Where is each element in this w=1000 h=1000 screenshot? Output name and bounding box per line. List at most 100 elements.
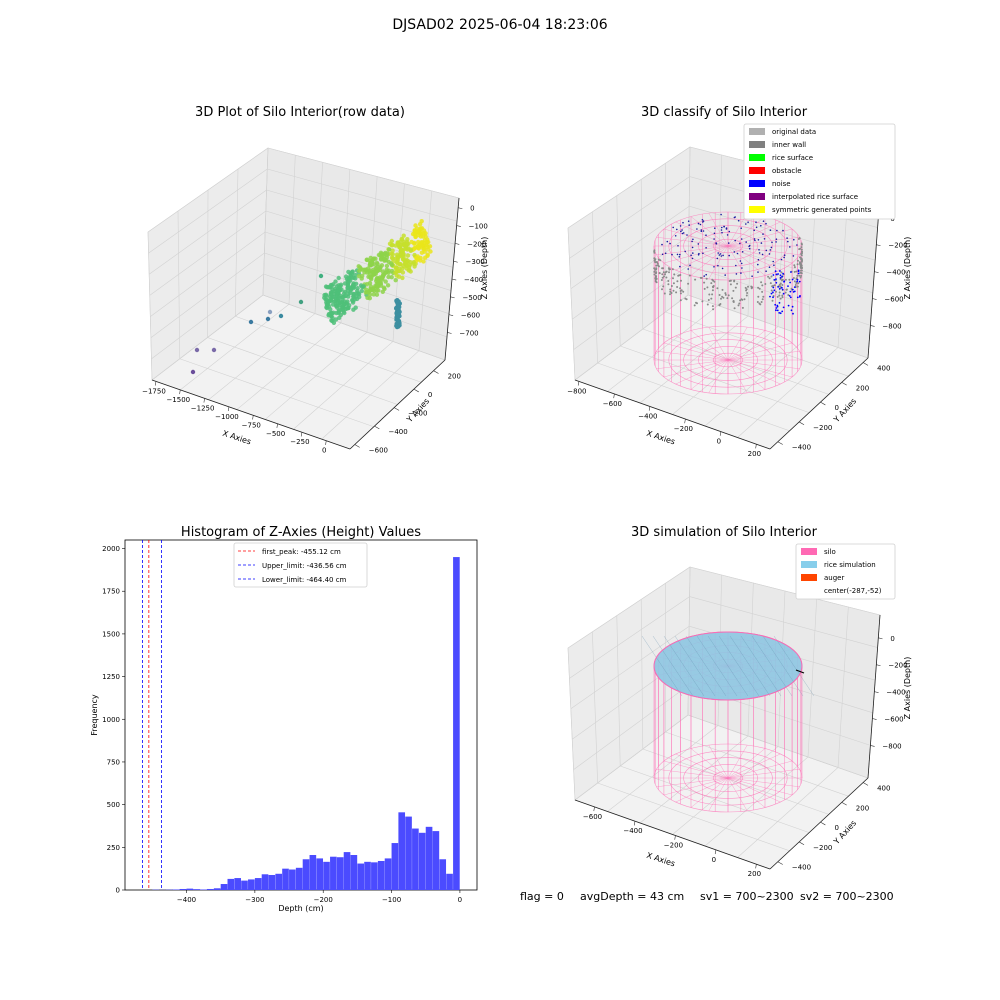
outlier-point (318, 273, 324, 279)
wall-point (658, 272, 661, 275)
wall-point (796, 274, 799, 277)
noise-point (697, 243, 700, 245)
z-tick-label: −800 (882, 742, 901, 750)
silo-spoke (708, 327, 729, 361)
histogram-bar (446, 873, 453, 890)
wall-point (685, 298, 688, 301)
noise-point (792, 312, 794, 315)
wall-point (760, 281, 763, 284)
noise-point (772, 291, 774, 294)
z-tick-mark (451, 278, 457, 281)
noise-point (782, 306, 785, 309)
x-tick-label: −300 (245, 896, 264, 904)
x-tick-mark (684, 419, 686, 424)
silo-spoke (727, 359, 793, 378)
data-point (393, 278, 398, 283)
gridline (262, 294, 446, 361)
data-point (337, 295, 342, 300)
noise-point (776, 229, 778, 232)
noise-point (676, 253, 679, 256)
noise-point (792, 255, 795, 257)
wall-point (758, 302, 761, 305)
noise-point (774, 270, 777, 273)
noise-point (773, 289, 776, 292)
y-tick-label: 0 (116, 887, 120, 895)
noise-point (713, 266, 715, 268)
gridline (717, 154, 722, 306)
gridline (592, 211, 598, 364)
z-tick-mark (876, 664, 881, 667)
wall-point (663, 275, 665, 278)
silo-spoke (727, 777, 793, 796)
wall-point (800, 269, 802, 272)
noise-point (789, 281, 791, 284)
z-tick-label: 0 (890, 635, 894, 643)
noise-point (788, 295, 791, 297)
noise-point (735, 264, 737, 267)
silo-spoke (727, 213, 748, 247)
x-tick-label: −400 (177, 896, 196, 904)
wall-point (724, 292, 727, 295)
z-tick-label: −200 (888, 242, 907, 250)
wall-point (800, 246, 803, 249)
wall-point (661, 273, 664, 276)
wall-point (741, 306, 744, 309)
silo-spoke (656, 350, 729, 361)
noise-point (755, 226, 758, 229)
wall-point (732, 301, 735, 303)
silo-spoke (727, 245, 800, 256)
data-point (407, 267, 412, 272)
panel-raw-points (190, 219, 433, 375)
gridline (314, 162, 323, 314)
noise-point (722, 254, 724, 257)
gridline (149, 210, 267, 296)
data-point (360, 273, 365, 279)
noise-point (753, 229, 755, 232)
wall-point (669, 288, 672, 291)
gridline (688, 235, 873, 294)
data-point (346, 269, 351, 275)
x-tick-label: 200 (748, 450, 761, 458)
data-point (351, 283, 356, 288)
noise-point (781, 288, 784, 291)
silo-spoke (727, 342, 793, 361)
rice-mesh (663, 635, 705, 697)
histogram-bar (193, 889, 200, 890)
data-point (409, 239, 414, 245)
y-tick-mark (777, 861, 783, 865)
panel-simulation-axes-box (567, 566, 881, 870)
wall-point (718, 294, 721, 296)
z-tick-mark (456, 225, 461, 227)
noise-point (778, 312, 781, 314)
panel-histogram: Histogram of Z-Axies (Height) Values −40… (90, 525, 478, 913)
wall-point (659, 259, 662, 262)
z-tick-label: −600 (884, 296, 903, 304)
wall-point (706, 286, 709, 289)
data-point (370, 286, 376, 291)
silo-spoke (727, 359, 748, 393)
x-tick-label: −600 (583, 813, 602, 821)
wall-point (719, 303, 722, 305)
data-point (421, 228, 427, 233)
noise-point (674, 235, 677, 237)
noise-point (679, 265, 681, 268)
x-tick-label: 0 (712, 856, 716, 864)
legend-label: rice simulation (824, 561, 876, 569)
noise-point (773, 279, 776, 281)
gridline (837, 606, 849, 768)
noise-point (779, 274, 782, 277)
noise-point (686, 234, 688, 236)
wall-point (653, 273, 656, 276)
wall-point (680, 289, 683, 292)
wall-point (655, 272, 657, 275)
y-tick-label: 1250 (102, 673, 120, 681)
data-point (413, 234, 418, 240)
gridline (263, 273, 448, 338)
noise-point (769, 249, 772, 251)
noise-point (757, 271, 759, 273)
silo-spoke (727, 777, 766, 808)
wall-point (781, 296, 784, 299)
noise-point (779, 277, 782, 279)
wall-point (800, 274, 803, 277)
noise-point (780, 286, 783, 289)
